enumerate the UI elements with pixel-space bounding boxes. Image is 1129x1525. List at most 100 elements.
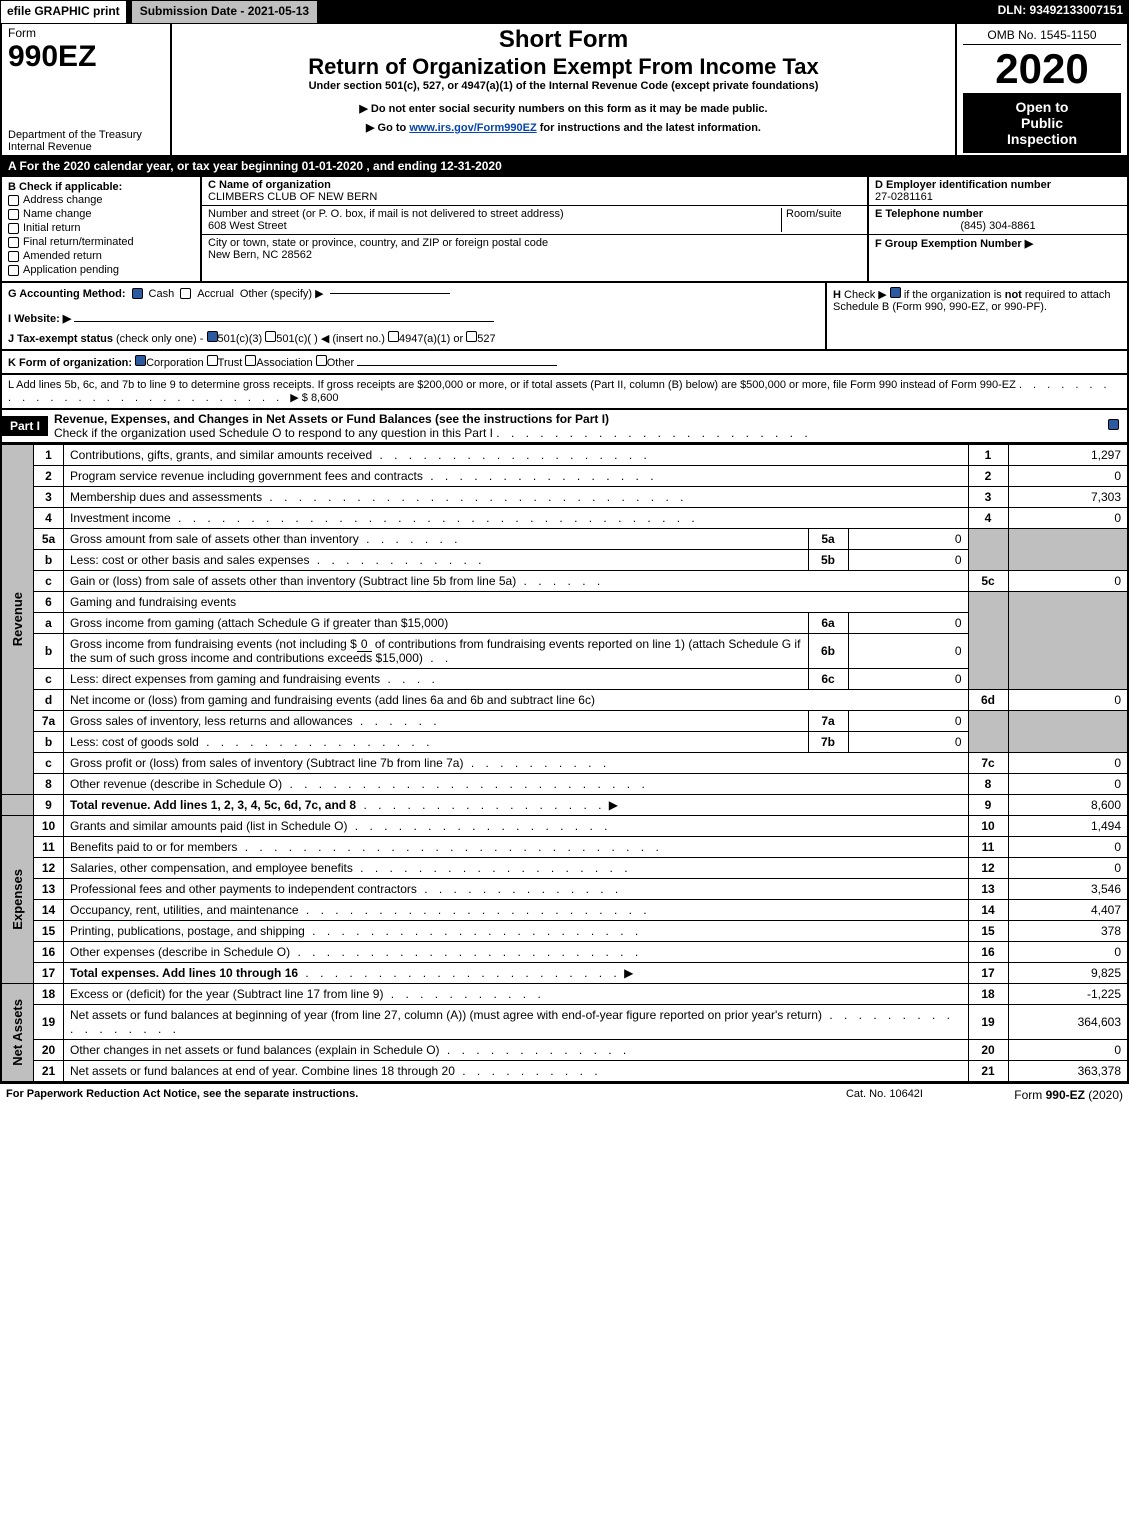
l14-val: 4,407 xyxy=(1008,900,1128,921)
checkbox-final-return[interactable] xyxy=(8,237,19,248)
j-501c: 501(c)( ) ◀ (insert no.) xyxy=(276,333,385,345)
checkbox-trust[interactable] xyxy=(207,355,218,366)
checkbox-application-pending[interactable] xyxy=(8,265,19,276)
l7a-sub: 7a xyxy=(808,711,848,732)
l8-num: 8 xyxy=(34,774,64,795)
checkbox-corporation[interactable] xyxy=(135,355,146,366)
checkbox-other-org[interactable] xyxy=(316,355,327,366)
topbar-spacer xyxy=(318,0,991,24)
d-ein-label: D Employer identification number xyxy=(875,179,1121,191)
l5c-ref: 5c xyxy=(968,571,1008,592)
k-corp: Corporation xyxy=(146,357,203,369)
l6b-amt: 0 xyxy=(357,637,372,652)
goto-pre: Go to xyxy=(378,122,410,134)
goto-line: ▶ Go to www.irs.gov/Form990EZ for instru… xyxy=(178,121,949,134)
opt-name-change: Name change xyxy=(23,208,92,220)
part1-header: Part I Revenue, Expenses, and Changes in… xyxy=(0,410,1129,444)
l15-ref: 15 xyxy=(968,921,1008,942)
checkbox-name-change[interactable] xyxy=(8,209,19,220)
l2-val: 0 xyxy=(1008,466,1128,487)
l10-num: 10 xyxy=(34,816,64,837)
checkbox-amended-return[interactable] xyxy=(8,251,19,262)
l12-desc: Salaries, other compensation, and employ… xyxy=(70,861,353,875)
l8-desc: Other revenue (describe in Schedule O) xyxy=(70,777,282,791)
org-city: New Bern, NC 28562 xyxy=(208,249,861,261)
l5c-num: c xyxy=(34,571,64,592)
c-name-label: C Name of organization xyxy=(208,179,861,191)
line-a-tax-year: A For the 2020 calendar year, or tax yea… xyxy=(0,157,1129,177)
org-name: CLIMBERS CLUB OF NEW BERN xyxy=(208,191,861,203)
line-l: L Add lines 5b, 6c, and 7b to line 9 to … xyxy=(0,375,1129,410)
checkbox-4947[interactable] xyxy=(388,331,399,342)
l18-desc: Excess or (deficit) for the year (Subtra… xyxy=(70,987,383,1001)
revenue-vert-label: Revenue xyxy=(8,588,27,650)
irs-link[interactable]: www.irs.gov/Form990EZ xyxy=(409,122,536,134)
l17-ref: 17 xyxy=(968,963,1008,984)
ein-value: 27-0281161 xyxy=(875,191,1121,203)
addr-label: Number and street (or P. O. box, if mail… xyxy=(208,208,781,220)
print-button[interactable]: efile GRAPHIC print xyxy=(0,0,127,24)
footer-form-pre: Form xyxy=(1014,1088,1045,1102)
l17-desc: Total expenses. Add lines 10 through 16 xyxy=(70,966,298,980)
form-header: Form 990EZ Department of the Treasury In… xyxy=(0,24,1129,157)
footer-form-num: 990-EZ xyxy=(1046,1088,1085,1102)
checkbox-cash[interactable] xyxy=(132,288,143,299)
submission-date-button[interactable]: Submission Date - 2021-05-13 xyxy=(131,0,318,24)
netassets-vert-label: Net Assets xyxy=(8,995,27,1070)
l19-ref: 19 xyxy=(968,1005,1008,1040)
k-other-input[interactable] xyxy=(357,365,557,366)
l11-val: 0 xyxy=(1008,837,1128,858)
l6b-num: b xyxy=(34,634,64,669)
l5a-desc: Gross amount from sale of assets other t… xyxy=(70,532,359,546)
dln-label: DLN: 93492133007151 xyxy=(992,0,1129,24)
l15-val: 378 xyxy=(1008,921,1128,942)
checkbox-initial-return[interactable] xyxy=(8,223,19,234)
l6c-subval: 0 xyxy=(848,669,968,690)
dept-treasury-1: Department of the Treasury xyxy=(8,129,164,141)
ledger-table: Revenue 1 Contributions, gifts, grants, … xyxy=(0,444,1129,1083)
checkbox-association[interactable] xyxy=(245,355,256,366)
l6c-sub: 6c xyxy=(808,669,848,690)
part1-check-text: Check if the organization used Schedule … xyxy=(54,426,493,440)
l6-num: 6 xyxy=(34,592,64,613)
page-footer: For Paperwork Reduction Act Notice, see … xyxy=(0,1083,1129,1106)
l21-ref: 21 xyxy=(968,1061,1008,1083)
f-group-label: F Group Exemption Number ▶ xyxy=(875,237,1121,250)
l13-desc: Professional fees and other payments to … xyxy=(70,882,417,896)
l10-val: 1,494 xyxy=(1008,816,1128,837)
l6b-sub: 6b xyxy=(808,634,848,669)
l9-desc: Total revenue. Add lines 1, 2, 3, 4, 5c,… xyxy=(70,798,356,812)
section-def: D Employer identification number 27-0281… xyxy=(867,177,1127,281)
l6d-num: d xyxy=(34,690,64,711)
goto-post: for instructions and the latest informat… xyxy=(537,122,761,134)
k-label: K Form of organization: xyxy=(8,357,132,369)
g-other-input[interactable] xyxy=(330,293,450,294)
l21-num: 21 xyxy=(34,1061,64,1083)
l19-desc: Net assets or fund balances at beginning… xyxy=(70,1008,822,1022)
open-line-3: Inspection xyxy=(969,131,1115,147)
website-input[interactable] xyxy=(74,321,494,322)
l6b-desc1: Gross income from fundraising events (no… xyxy=(70,637,357,651)
checkbox-schedule-b[interactable] xyxy=(890,287,901,298)
l15-num: 15 xyxy=(34,921,64,942)
l14-desc: Occupancy, rent, utilities, and maintena… xyxy=(70,903,299,917)
l8-ref: 8 xyxy=(968,774,1008,795)
l20-num: 20 xyxy=(34,1040,64,1061)
h-not: not xyxy=(1005,289,1022,301)
l8-val: 0 xyxy=(1008,774,1128,795)
checkbox-address-change[interactable] xyxy=(8,195,19,206)
l12-num: 12 xyxy=(34,858,64,879)
checkbox-501c[interactable] xyxy=(265,331,276,342)
checkbox-501c3[interactable] xyxy=(207,331,218,342)
checkbox-accrual[interactable] xyxy=(180,288,191,299)
l1-val: 1,297 xyxy=(1008,445,1128,466)
l2-ref: 2 xyxy=(968,466,1008,487)
checkbox-schedule-o-part1[interactable] xyxy=(1108,419,1119,430)
e-phone-label: E Telephone number xyxy=(875,208,1121,220)
l6a-desc: Gross income from gaming (attach Schedul… xyxy=(64,613,809,634)
l17-num: 17 xyxy=(34,963,64,984)
warning-ssn: Do not enter social security numbers on … xyxy=(178,102,949,115)
checkbox-527[interactable] xyxy=(466,331,477,342)
l6d-ref: 6d xyxy=(968,690,1008,711)
open-line-2: Public xyxy=(969,115,1115,131)
